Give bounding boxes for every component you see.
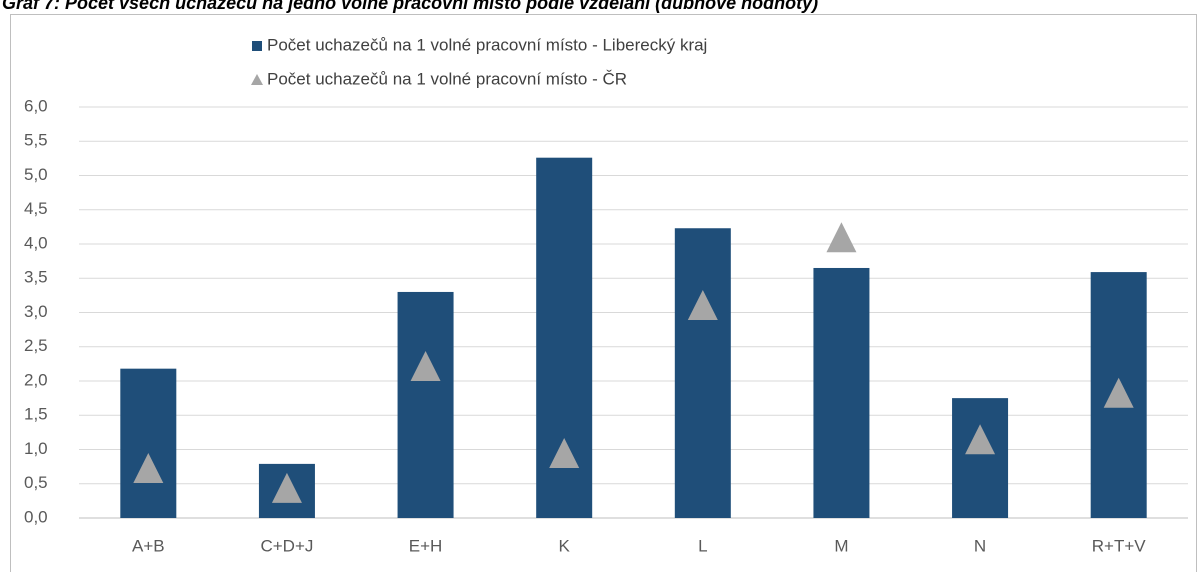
- y-tick-label: 0,5: [24, 473, 48, 492]
- legend-label: Počet uchazečů na 1 volné pracovní místo…: [267, 69, 627, 88]
- triangle-marker: [133, 453, 164, 484]
- y-tick-label: 2,0: [24, 370, 48, 389]
- bar: [674, 228, 731, 518]
- y-tick-label: 4,5: [24, 199, 48, 218]
- y-tick-label: 3,5: [24, 268, 48, 287]
- triangle-marker: [687, 290, 718, 321]
- x-tick-label: K: [559, 536, 571, 555]
- legend-label: Počet uchazečů na 1 volné pracovní místo…: [267, 35, 707, 54]
- triangle-marker: [549, 437, 580, 468]
- x-tick-label: N: [974, 536, 986, 555]
- triangle-marker: [271, 472, 302, 503]
- y-tick-label: 5,0: [24, 165, 48, 184]
- x-tick-label: R+T+V: [1092, 536, 1147, 555]
- x-tick-label: E+H: [409, 536, 443, 555]
- y-tick-label: 3,0: [24, 302, 48, 321]
- triangle-marker: [410, 350, 441, 381]
- legend-swatch: [251, 74, 263, 85]
- x-tick-label: A+B: [132, 536, 165, 555]
- y-tick-label: 5,5: [24, 131, 48, 150]
- bar: [813, 267, 870, 518]
- y-tick-label: 1,0: [24, 439, 48, 458]
- x-tick-label: C+D+J: [260, 536, 313, 555]
- bar: [120, 368, 177, 518]
- legend-swatch: [252, 41, 262, 51]
- triangle-marker: [965, 424, 996, 455]
- y-tick-label: 1,5: [24, 405, 48, 424]
- triangle-marker: [826, 222, 857, 253]
- chart-frame: [10, 14, 1197, 572]
- triangle-marker: [1103, 377, 1134, 408]
- y-tick-label: 6,0: [24, 96, 48, 115]
- bar: [952, 398, 1009, 518]
- bar: [397, 291, 454, 518]
- y-tick-label: 4,0: [24, 233, 48, 252]
- x-tick-label: L: [698, 536, 707, 555]
- x-tick-label: M: [834, 536, 848, 555]
- y-tick-label: 2,5: [24, 336, 48, 355]
- y-tick-label: 0,0: [24, 507, 48, 526]
- chart-title: Graf 7: Počet všech uchazečů na jedno vo…: [2, 0, 818, 13]
